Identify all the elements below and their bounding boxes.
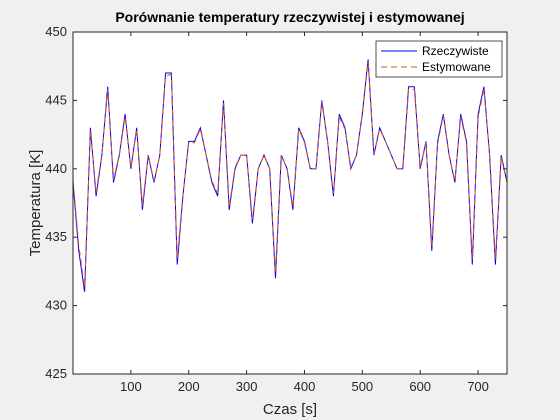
x-tick-label: 700 bbox=[467, 379, 489, 394]
y-tick-label: 450 bbox=[45, 24, 67, 39]
y-tick-label: 430 bbox=[45, 298, 67, 313]
legend-box bbox=[375, 40, 503, 78]
legend: Rzeczywiste Estymowane bbox=[375, 40, 503, 78]
y-tick-label: 435 bbox=[45, 229, 67, 244]
x-tick-label: 400 bbox=[294, 379, 316, 394]
x-tick-label: 500 bbox=[351, 379, 373, 394]
chart-title: Porównanie temperatury rzeczywistej i es… bbox=[115, 9, 464, 25]
legend-label-rzeczywiste: Rzeczywiste bbox=[422, 44, 489, 58]
y-tick-label: 425 bbox=[45, 366, 67, 381]
ticks-layer: 100 200 300 400 500 600 700 425 430 435 440 445 450 bbox=[45, 24, 507, 394]
x-tick-label: 600 bbox=[409, 379, 431, 394]
plot-area bbox=[73, 32, 507, 374]
y-tick-label: 440 bbox=[45, 161, 67, 176]
x-axis-label: Czas [s] bbox=[263, 401, 317, 418]
series-line-estymowane bbox=[72, 62, 508, 288]
x-tick-label: 200 bbox=[178, 379, 200, 394]
plot-frame bbox=[72, 31, 508, 375]
legend-label-estymowane: Estymowane bbox=[422, 60, 491, 74]
x-tick-label: 300 bbox=[236, 379, 258, 394]
x-tick-label: 100 bbox=[120, 379, 142, 394]
y-axis-label: Temperatura [K] bbox=[27, 150, 44, 257]
y-tick-label: 445 bbox=[45, 92, 67, 107]
series-layer bbox=[72, 59, 508, 292]
